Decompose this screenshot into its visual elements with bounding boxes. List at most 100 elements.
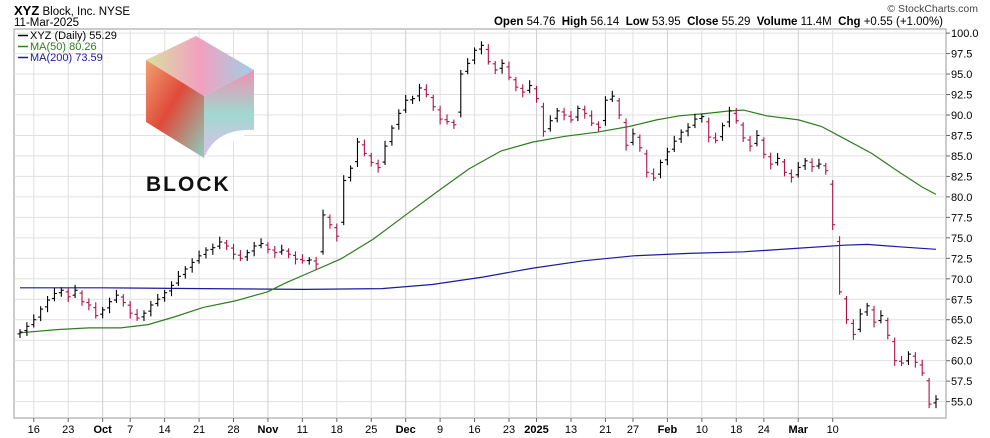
ohlc-bar <box>540 102 546 137</box>
x-tick-label: Oct <box>93 424 112 436</box>
volume-value: 11.4M <box>800 16 832 28</box>
x-tick-label: Feb <box>658 424 678 436</box>
ohlc-bar <box>492 60 498 75</box>
x-tick-label: 10 <box>696 424 708 436</box>
ohlc-bar <box>423 84 429 98</box>
ohlc-bar <box>616 97 622 120</box>
volume-label: Volume <box>756 16 798 28</box>
y-tick-label: 100.0 <box>951 28 979 40</box>
ohlc-bar <box>472 47 478 65</box>
copyright-text: © StockCharts.com <box>887 3 978 15</box>
ohlc-bar <box>224 240 230 251</box>
ohlc-bar <box>713 132 719 144</box>
ohlc-bar <box>58 287 64 297</box>
ohlc-bar <box>175 270 181 286</box>
ohlc-bar <box>31 314 37 328</box>
ohlc-bar <box>107 297 113 314</box>
ohlc-bar <box>313 256 319 270</box>
ohlc-bar <box>630 128 636 146</box>
ohlc-bar <box>410 95 416 104</box>
x-tick-label: 7 <box>127 424 133 436</box>
ohlc-bar <box>547 115 553 132</box>
ohlc-bar <box>699 113 705 123</box>
ohlc-bar <box>637 134 643 152</box>
ohlc-bar <box>781 159 787 177</box>
high-label: High <box>561 16 588 28</box>
ohlc-bar <box>788 169 794 183</box>
ma200-layer <box>20 243 937 291</box>
ohlc-bar <box>458 69 464 118</box>
legend-label: XYZ (Daily) 55.29 <box>30 30 117 42</box>
ohlc-bar <box>561 107 567 121</box>
ohlc-bar <box>72 284 78 299</box>
y-tick-label: 92.5 <box>951 90 972 102</box>
ohlc-bar <box>299 254 305 264</box>
legend-label: MA(200) 73.59 <box>30 52 103 64</box>
ohlc-bar <box>809 158 815 172</box>
ohlc-bar <box>341 175 347 226</box>
ohlc-bar <box>382 140 388 165</box>
ohlc-bar <box>623 118 629 151</box>
ohlc-bar <box>527 80 533 94</box>
ohlc-bar <box>437 105 443 125</box>
ohlc-bar <box>375 159 381 173</box>
y-axis: 55.0 57.5 60.0 62.5 65.0 67.5 70.0 72.5 75.0 77.5… <box>946 28 979 409</box>
ohlc-bar <box>885 317 891 340</box>
x-axis: 16 23 Oct 7 14 21 28 Nov 11 18 25 Dec 9 16 23 2025 13 21 2… <box>28 418 839 436</box>
ohlc-bar <box>38 306 44 322</box>
ohlc-bar <box>251 241 257 257</box>
x-tick-label: 21 <box>193 424 205 436</box>
y-tick-label: 60.0 <box>951 356 972 368</box>
ohlc-bar <box>292 251 298 265</box>
ohlc-bar <box>678 129 684 144</box>
ohlc-bar <box>237 249 243 262</box>
ohlc-bar <box>837 236 843 295</box>
copyright-notice: © StockCharts.com <box>887 3 978 15</box>
ohlc-bar <box>368 152 374 167</box>
ohlc-bar <box>231 243 237 260</box>
chart-header-left: XYZ Block, Inc. NYSE <box>14 3 130 18</box>
y-tick-label: 87.5 <box>951 130 972 142</box>
ohlc-bar <box>575 105 581 122</box>
ohlc-bar <box>740 122 746 143</box>
ohlc-bar <box>100 307 106 319</box>
ohlc-bar <box>465 58 471 75</box>
ma50-line <box>19 109 937 334</box>
x-tick-label: 25 <box>365 424 377 436</box>
ohlc-bar <box>568 110 574 123</box>
ohlc-bar <box>169 281 175 297</box>
ohlc-bar <box>795 162 801 178</box>
ohlc-bar <box>644 149 650 178</box>
ohlc-bar <box>148 300 154 317</box>
x-tick-label: 18 <box>730 424 742 436</box>
ohlc-bar <box>582 105 588 119</box>
ohlc-bar <box>871 305 877 328</box>
ohlc-bar <box>899 355 905 366</box>
ohlc-bar <box>761 137 767 159</box>
ohlc-bar <box>327 214 333 229</box>
y-tick-label: 77.5 <box>951 212 972 224</box>
x-tick-label: 21 <box>599 424 611 436</box>
plot-frame <box>13 28 947 419</box>
ohlc-bar <box>651 168 657 181</box>
x-tick-label: 23 <box>62 424 74 436</box>
ohlc-bar <box>416 83 422 102</box>
ohlc-bar <box>306 257 312 265</box>
x-tick-label: 9 <box>437 424 443 436</box>
x-tick-label: 13 <box>565 424 577 436</box>
x-tick-label: 23 <box>503 424 515 436</box>
ohlc-bar <box>258 238 264 249</box>
ohlc-bar <box>155 293 161 307</box>
ticker-symbol: XYZ <box>14 3 40 18</box>
x-tick-label: 10 <box>827 424 839 436</box>
ohlc-bar <box>843 295 849 324</box>
logo-cube-notch <box>204 129 254 158</box>
ohlc-bar <box>726 106 732 128</box>
ohlc-bar <box>919 359 925 376</box>
ohlc-bar <box>265 242 271 254</box>
ohlc-bar <box>513 76 519 92</box>
ohlc-bar <box>596 121 602 132</box>
x-tick-label: Mar <box>788 424 808 436</box>
